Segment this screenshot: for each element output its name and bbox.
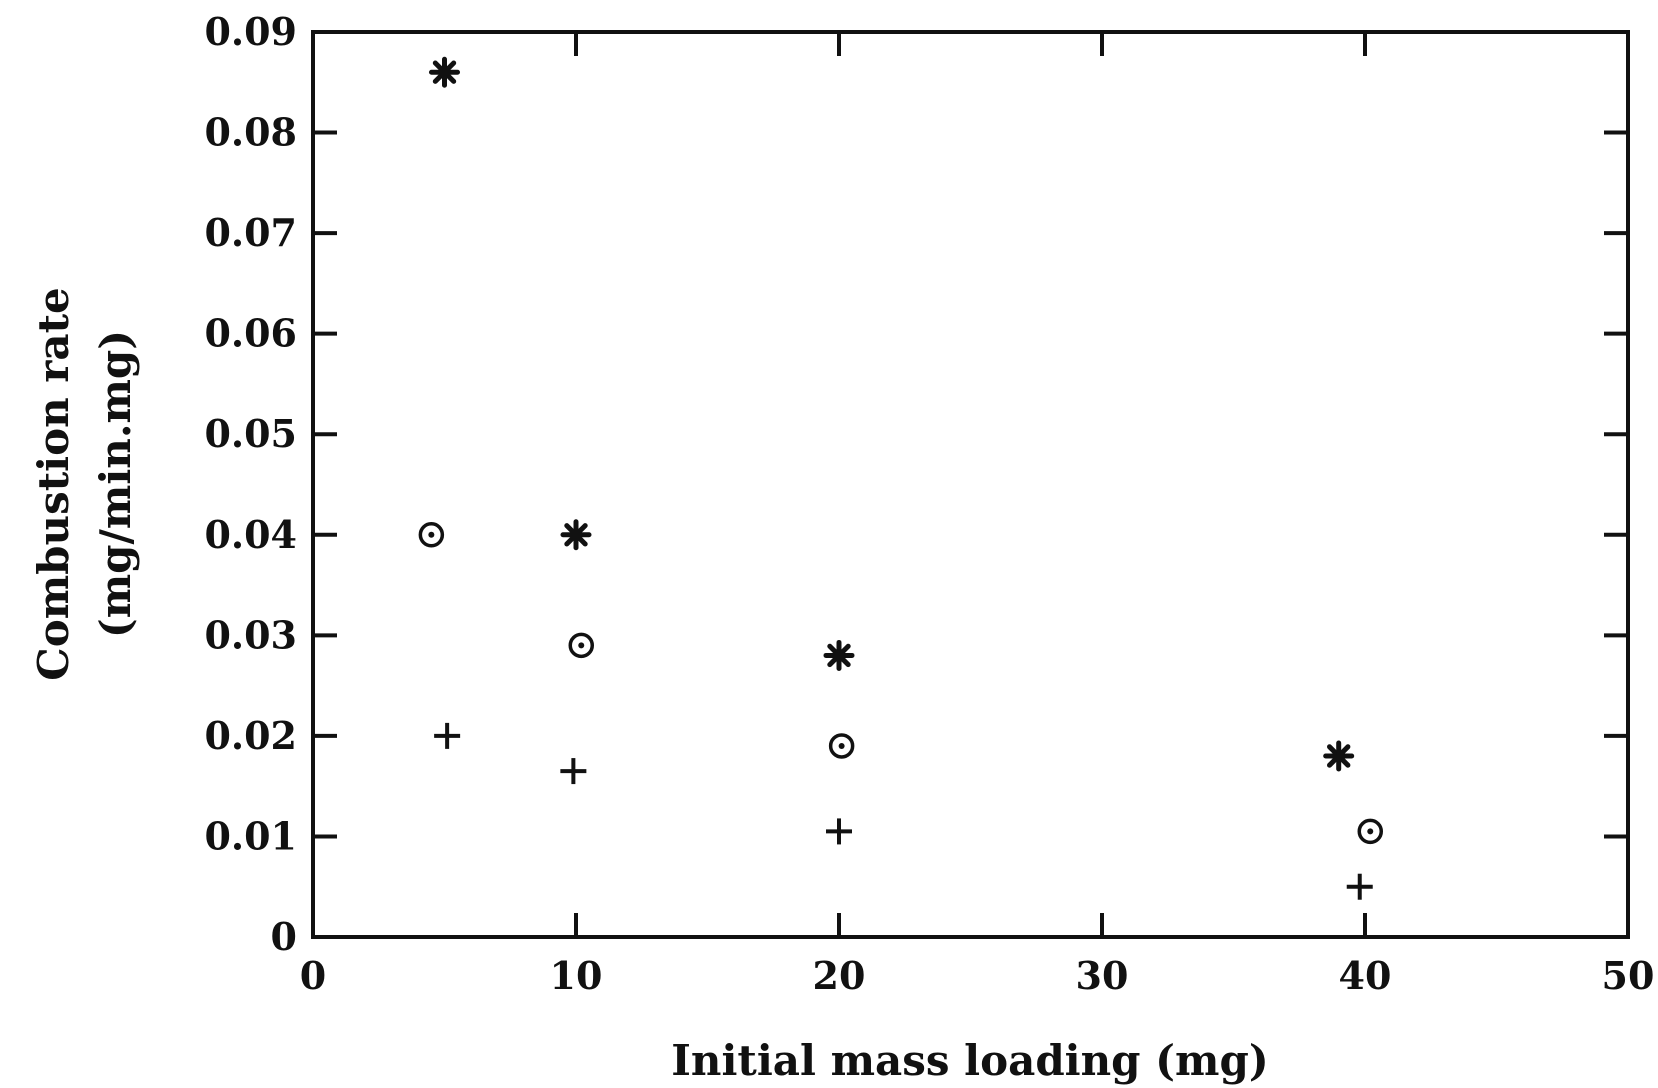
data-point-plus xyxy=(434,722,461,749)
y-tick-label: 0.06 xyxy=(204,311,297,356)
data-point-dotted-circle xyxy=(1357,818,1384,845)
plot-frame xyxy=(311,30,1630,939)
data-point-dotted-circle xyxy=(828,733,855,759)
x-tick-label: 10 xyxy=(550,953,603,998)
data-point-plus xyxy=(1346,873,1373,900)
y-tick-label: 0.01 xyxy=(204,813,297,858)
x-tick-label: 50 xyxy=(1602,953,1655,998)
y-tick-label: 0 xyxy=(271,914,297,959)
x-tick-label: 30 xyxy=(1076,953,1129,998)
x-tick-label: 20 xyxy=(813,953,866,998)
y-tick-label: 0.08 xyxy=(204,110,297,155)
data-point-asterisk xyxy=(560,519,592,551)
data-point-asterisk xyxy=(1323,740,1355,772)
y-tick-label: 0.05 xyxy=(204,411,297,456)
y-tick-label: 0.04 xyxy=(204,512,297,557)
y-axis-label-line-1: Combustion rate xyxy=(29,287,78,680)
data-point-asterisk xyxy=(823,639,855,671)
y-axis-ticks: 0 0.01 0.02 0.03 0.04 0.05 0.06 0.07 0.08 0.09 xyxy=(204,9,1628,959)
data-markers xyxy=(418,56,1384,900)
x-axis-ticks: 0 10 20 30 40 50 xyxy=(300,32,1655,998)
y-tick-label: 0.07 xyxy=(204,210,297,255)
y-tick-label: 0.02 xyxy=(204,713,297,758)
x-axis-label: Initial mass loading (mg) xyxy=(671,1036,1268,1085)
y-tick-label: 0.09 xyxy=(204,9,297,54)
x-tick-label: 40 xyxy=(1339,953,1392,998)
data-point-plus xyxy=(560,758,587,785)
data-point-dotted-circle xyxy=(568,632,595,659)
data-point-dotted-circle xyxy=(418,522,445,548)
data-point-asterisk xyxy=(429,56,460,88)
data-point-plus xyxy=(826,818,852,845)
y-axis-label-line-2: (mg/min.mg) xyxy=(91,330,140,638)
y-tick-label: 0.03 xyxy=(204,612,297,657)
x-tick-label: 0 xyxy=(300,953,326,998)
